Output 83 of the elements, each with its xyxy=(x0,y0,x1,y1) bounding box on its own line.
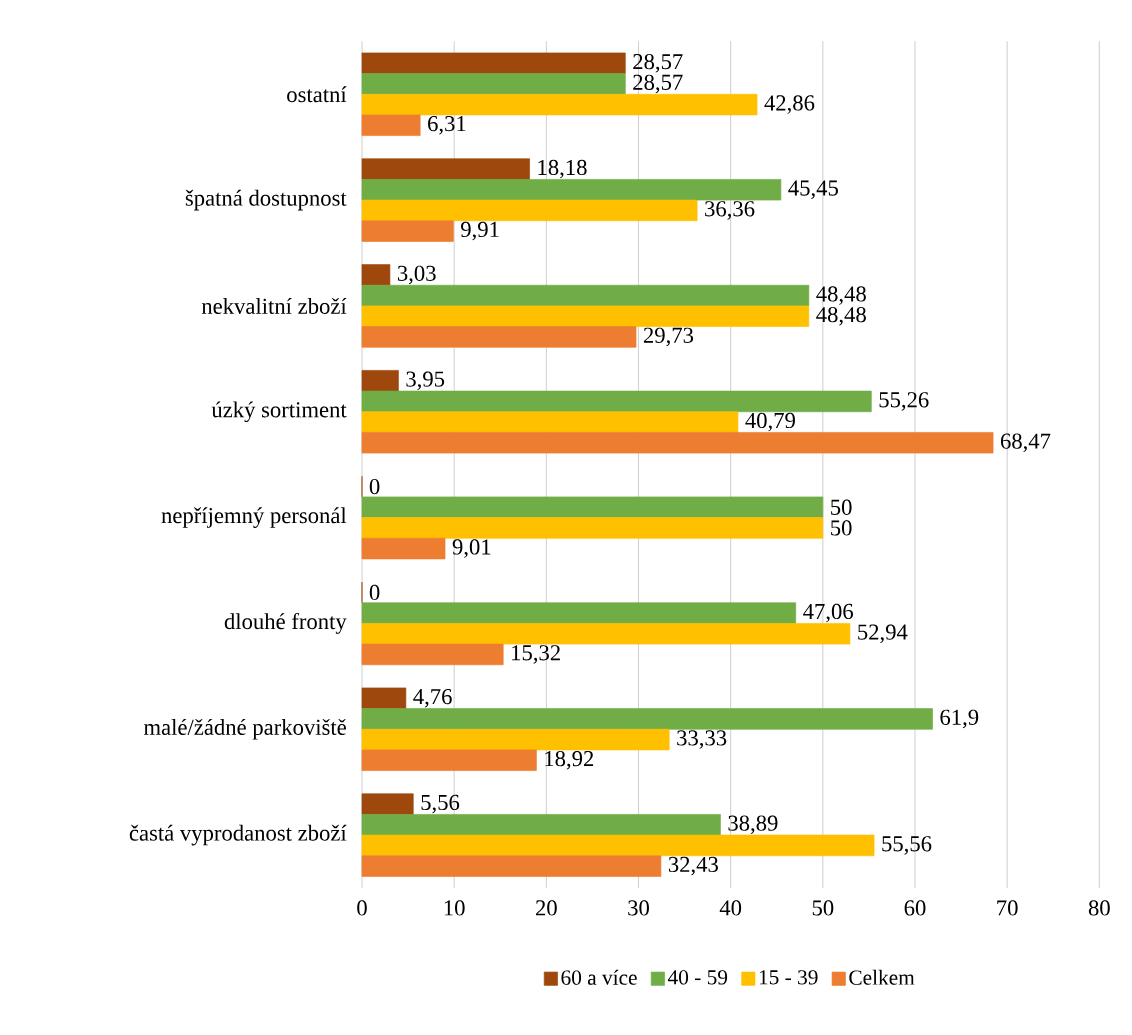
y-tick-label: nepříjemný personál xyxy=(161,507,347,529)
x-tick-label: 60 xyxy=(904,900,926,916)
data-label: 3,95 xyxy=(406,371,445,391)
data-label: 18,18 xyxy=(538,159,587,179)
bar xyxy=(361,411,739,433)
y-tick-label: nekvalitní zboží xyxy=(201,298,347,315)
data-label: 28,57 xyxy=(633,74,683,94)
bar xyxy=(361,814,721,836)
y-tick-label: dlouhé fronty xyxy=(224,613,347,635)
bar xyxy=(361,602,797,624)
x-tick-label: 50 xyxy=(812,900,834,916)
bar xyxy=(361,834,875,857)
x-tick-label: 30 xyxy=(628,900,649,916)
data-label: 55,26 xyxy=(879,392,929,411)
data-label: 50 xyxy=(831,499,852,516)
data-label: 6,31 xyxy=(428,116,466,135)
bar xyxy=(361,390,872,413)
data-label: 55,56 xyxy=(882,836,932,855)
data-label: 0 xyxy=(369,479,380,495)
bar xyxy=(361,687,407,710)
data-label: 33,33 xyxy=(677,730,727,750)
bar xyxy=(361,538,446,560)
x-tick-label: 40 xyxy=(719,900,742,916)
bar xyxy=(361,432,994,454)
data-label: 36,36 xyxy=(705,201,755,220)
data-label: 48,48 xyxy=(816,307,866,326)
data-label: 42,86 xyxy=(764,95,815,115)
y-tick-label: malé/žádné parkoviště xyxy=(143,719,346,740)
data-label: 9,91 xyxy=(461,222,499,241)
bar xyxy=(361,749,537,772)
bar xyxy=(361,73,626,95)
bar xyxy=(361,326,637,348)
data-label: 48,48 xyxy=(816,286,866,306)
bar xyxy=(361,158,530,180)
data-label: 4,76 xyxy=(413,689,452,708)
data-label: 68,47 xyxy=(1000,433,1051,453)
data-label: 52,94 xyxy=(858,624,908,644)
data-label: 50 xyxy=(831,520,852,536)
bar xyxy=(361,220,454,242)
data-label: 18,92 xyxy=(545,751,594,770)
bar xyxy=(361,729,670,751)
legend-label: Celkem xyxy=(849,969,915,985)
x-tick-label: 20 xyxy=(536,900,557,916)
bar xyxy=(361,52,626,75)
data-label: 0 xyxy=(369,584,380,601)
y-tick-label: ostatní xyxy=(287,86,347,103)
data-label: 45,45 xyxy=(788,180,838,200)
bar xyxy=(361,517,824,539)
x-tick-label: 0 xyxy=(357,900,367,916)
data-label: 5,56 xyxy=(421,795,460,814)
data-label: 15,32 xyxy=(512,645,560,664)
y-tick-label: špatná dostupnost xyxy=(185,189,347,211)
data-label: 40,79 xyxy=(745,412,795,432)
bar xyxy=(361,643,504,666)
bar xyxy=(361,305,810,328)
bar xyxy=(361,370,399,392)
x-tick-label: 80 xyxy=(1088,900,1110,916)
data-label: 28,57 xyxy=(633,54,683,73)
bar xyxy=(361,94,758,116)
data-label: 38,89 xyxy=(728,815,778,835)
bar xyxy=(361,264,391,286)
legend-label: 60 a více xyxy=(561,969,637,986)
bar xyxy=(361,496,824,519)
data-label: 47,06 xyxy=(803,603,853,623)
data-label: 9,01 xyxy=(452,539,491,559)
bar xyxy=(361,199,698,222)
bar xyxy=(361,114,421,137)
bar xyxy=(361,793,414,815)
legend-label: 15 - 39 xyxy=(759,970,818,985)
legend-label: 40 - 59 xyxy=(667,970,728,985)
data-label: 3,03 xyxy=(397,265,436,285)
data-label: 29,73 xyxy=(643,327,694,347)
data-label: 61,9 xyxy=(940,709,979,729)
y-tick-label: častá vyprodanost zboží xyxy=(129,824,347,846)
bar xyxy=(361,623,851,645)
bar xyxy=(361,855,662,877)
x-tick-label: 70 xyxy=(997,900,1018,916)
y-tick-label: úzký sortiment xyxy=(211,401,347,423)
bar xyxy=(361,708,933,730)
x-tick-label: 10 xyxy=(444,900,465,916)
bar xyxy=(361,285,810,307)
data-label: 32,43 xyxy=(668,857,718,876)
bar xyxy=(361,179,782,201)
